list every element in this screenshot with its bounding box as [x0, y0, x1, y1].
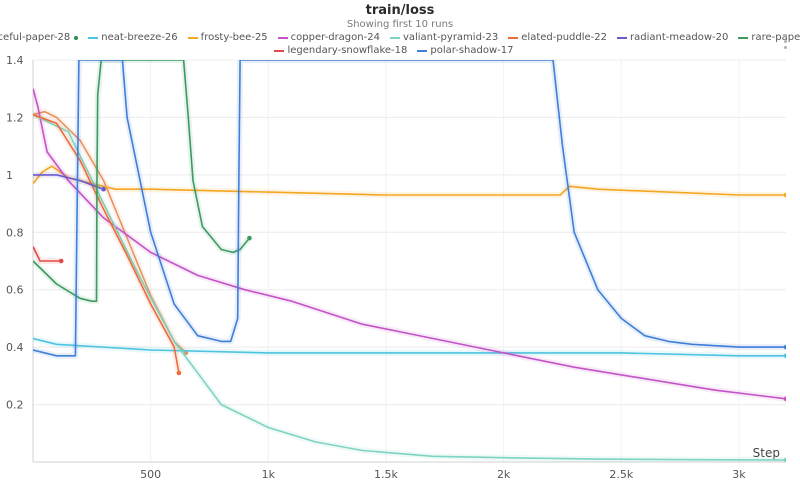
legend-swatch: [417, 49, 428, 52]
x-tick-label: 2k: [497, 468, 511, 481]
legend-label: valiant-pyramid-23: [402, 32, 499, 43]
legend-swatch: [277, 36, 288, 39]
series-line-legendary-snowflake-18: [33, 246, 62, 262]
legend-swatch: [617, 36, 627, 39]
legend-swatch: [738, 36, 749, 39]
y-tick-label: 0.4: [6, 341, 24, 354]
series-line-radiant-meadow-20: [33, 174, 104, 190]
series-halo-frosty-bee-25: [33, 163, 786, 198]
legend-row: graceful-paper-28 neat-breeze-26 frosty-be…: [0, 31, 800, 44]
y-tick-label: 0.2: [6, 399, 24, 412]
legend-label: polar-shadow-17: [430, 45, 514, 56]
legend-row: legendary-snowflake-18 polar-shadow-17: [14, 44, 774, 57]
y-tick-label: 0.8: [6, 226, 24, 239]
legend-item[interactable]: neat-breeze-26: [88, 31, 178, 44]
x-tick-label: 1.5k: [374, 468, 398, 481]
legend-label: copper-dragon-24: [290, 32, 380, 43]
legend-label: legendary-snowflake-18: [287, 45, 408, 56]
chart-title: train/loss: [365, 3, 435, 18]
legend-label: elated-puddle-22: [521, 32, 607, 43]
legend-swatch: [389, 36, 400, 39]
x-tick-label: 500: [140, 468, 161, 481]
y-tick-label: 1.2: [6, 111, 24, 124]
legend-item[interactable]: rare-paper-19: [738, 31, 800, 44]
series-end-point-graceful-paper-28: [183, 350, 189, 356]
legend-label: rare-paper-19: [751, 32, 800, 43]
series-end-point-elated-puddle-22: [176, 370, 182, 376]
series-line-rare-paper-19: [33, 60, 251, 303]
legend-item[interactable]: elated-puddle-22: [508, 31, 607, 44]
legend-item[interactable]: copper-dragon-24: [277, 31, 380, 44]
legend-swatch: [508, 36, 519, 39]
legend-highlight-dot: [74, 35, 79, 40]
chart-legend: graceful-paper-28 neat-breeze-26 frosty-be…: [0, 31, 800, 57]
legend-item[interactable]: polar-shadow-17: [417, 44, 514, 57]
legend-item[interactable]: valiant-pyramid-23: [389, 31, 499, 44]
legend-swatch: [274, 49, 285, 52]
legend-item[interactable]: radiant-meadow-20: [617, 31, 728, 44]
more-options-icon[interactable]: [784, 34, 788, 56]
legend-swatch: [88, 36, 99, 39]
y-tick-label: 1.4: [6, 54, 24, 67]
y-tick-label: 1: [6, 169, 13, 182]
series-end-point-copper-dragon-24: [783, 396, 786, 402]
series-line-copper-dragon-24: [33, 88, 786, 400]
y-tick-label: 0.6: [6, 284, 24, 297]
legend-label: graceful-paper-28: [0, 32, 71, 43]
legend-item[interactable]: legendary-snowflake-18: [274, 44, 407, 57]
legend-label: frosty-bee-25: [200, 32, 268, 43]
series-end-point-valiant-pyramid-23: [783, 457, 786, 462]
chart-subtitle: Showing first 10 runs: [346, 19, 454, 30]
series-end-point-neat-breeze-26: [783, 353, 786, 359]
x-tick-label: 2.5k: [609, 468, 633, 481]
legend-label: neat-breeze-26: [101, 32, 178, 43]
series-end-point-frosty-bee-25: [783, 192, 786, 198]
legend-item[interactable]: frosty-bee-25: [187, 31, 268, 44]
x-axis-label: Step: [753, 446, 780, 460]
series-end-point-rare-paper-19: [247, 235, 252, 241]
legend-item[interactable]: graceful-paper-28: [0, 31, 79, 44]
series-end-point-legendary-snowflake-18: [58, 258, 64, 264]
series-end-point-radiant-meadow-20: [101, 186, 106, 192]
series-line-valiant-pyramid-23: [33, 113, 786, 461]
series-group: [33, 60, 786, 462]
x-tick-label: 1k: [262, 468, 276, 481]
series-line-polar-shadow-17: [33, 60, 786, 357]
series-line-neat-breeze-26: [33, 337, 786, 357]
legend-label: radiant-meadow-20: [630, 32, 729, 43]
series-end-point-polar-shadow-17: [783, 344, 786, 350]
series-line-frosty-bee-25: [33, 165, 786, 196]
legend-swatch: [187, 36, 198, 39]
x-tick-label: 3k: [732, 468, 746, 481]
series-line-elated-puddle-22: [33, 113, 180, 374]
